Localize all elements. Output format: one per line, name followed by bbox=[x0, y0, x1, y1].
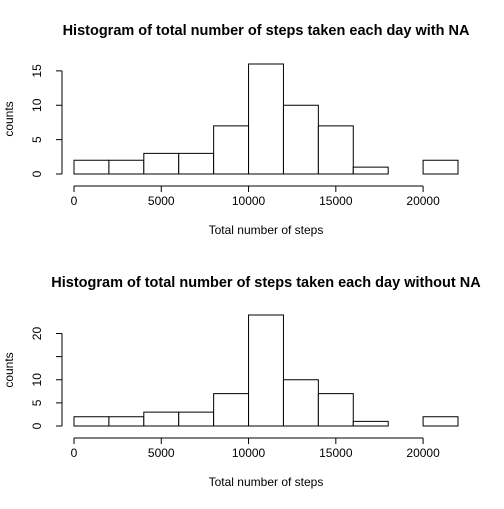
plot1-bar bbox=[73, 159, 110, 175]
plot2-y-tick-label: 10 bbox=[30, 373, 44, 387]
plot2-x-tick-label: 10000 bbox=[232, 446, 266, 460]
plot2-x-tick-label: 0 bbox=[71, 446, 78, 460]
plot2-bar bbox=[352, 420, 389, 427]
plot2-y-tick-label: 0 bbox=[30, 422, 44, 429]
plot2-bar bbox=[178, 411, 215, 427]
plot1-bar bbox=[282, 104, 319, 175]
plot2-bar bbox=[282, 379, 319, 427]
plot1-title: Histogram of total number of steps taken… bbox=[63, 23, 470, 39]
plot1-bar bbox=[143, 152, 180, 175]
plot1-y-tick-label: 10 bbox=[30, 98, 44, 112]
plot1-y-tick-label: 0 bbox=[30, 170, 44, 177]
plot2-bar bbox=[143, 411, 180, 427]
plot2-bar bbox=[317, 393, 354, 427]
plot1-x-tick-label: 20000 bbox=[406, 194, 440, 208]
plot1-bar bbox=[352, 166, 389, 175]
plot2-title: Histogram of total number of steps taken… bbox=[51, 275, 481, 291]
plot1-x-tick-label: 5000 bbox=[148, 194, 175, 208]
plot2-y-tick-label: 5 bbox=[30, 399, 44, 406]
plot1-x-tick-label: 10000 bbox=[232, 194, 266, 208]
plot1-bar bbox=[178, 152, 215, 175]
plot1-x-tick-label: 0 bbox=[71, 194, 78, 208]
plot2-x-tick-label: 5000 bbox=[148, 446, 175, 460]
plot1-bar bbox=[317, 125, 354, 175]
plot1-bar bbox=[213, 125, 250, 175]
plot1-y-axis-label: counts bbox=[2, 101, 16, 136]
plot2-bar bbox=[73, 416, 110, 427]
plot1-bar bbox=[422, 159, 459, 175]
plot2-x-axis-label: Total number of steps bbox=[209, 475, 324, 489]
plot1-bar bbox=[248, 63, 284, 175]
plot1-y-tick-label: 15 bbox=[30, 64, 44, 78]
plot1-bar bbox=[108, 159, 145, 175]
plot2-bar bbox=[213, 393, 250, 427]
plot2-x-tick-label: 20000 bbox=[406, 446, 440, 460]
plot2-bar bbox=[248, 314, 284, 427]
plot2-y-tick-label: 20 bbox=[30, 327, 44, 341]
plot2-bar bbox=[108, 416, 145, 427]
plot2-bar bbox=[422, 416, 459, 427]
plot1-x-tick-label: 15000 bbox=[319, 194, 353, 208]
plot2-y-axis-label: counts bbox=[2, 352, 16, 387]
plot2-x-tick-label: 15000 bbox=[319, 446, 353, 460]
plot1-x-axis-label: Total number of steps bbox=[209, 223, 324, 237]
plot1-y-tick-label: 5 bbox=[30, 136, 44, 143]
